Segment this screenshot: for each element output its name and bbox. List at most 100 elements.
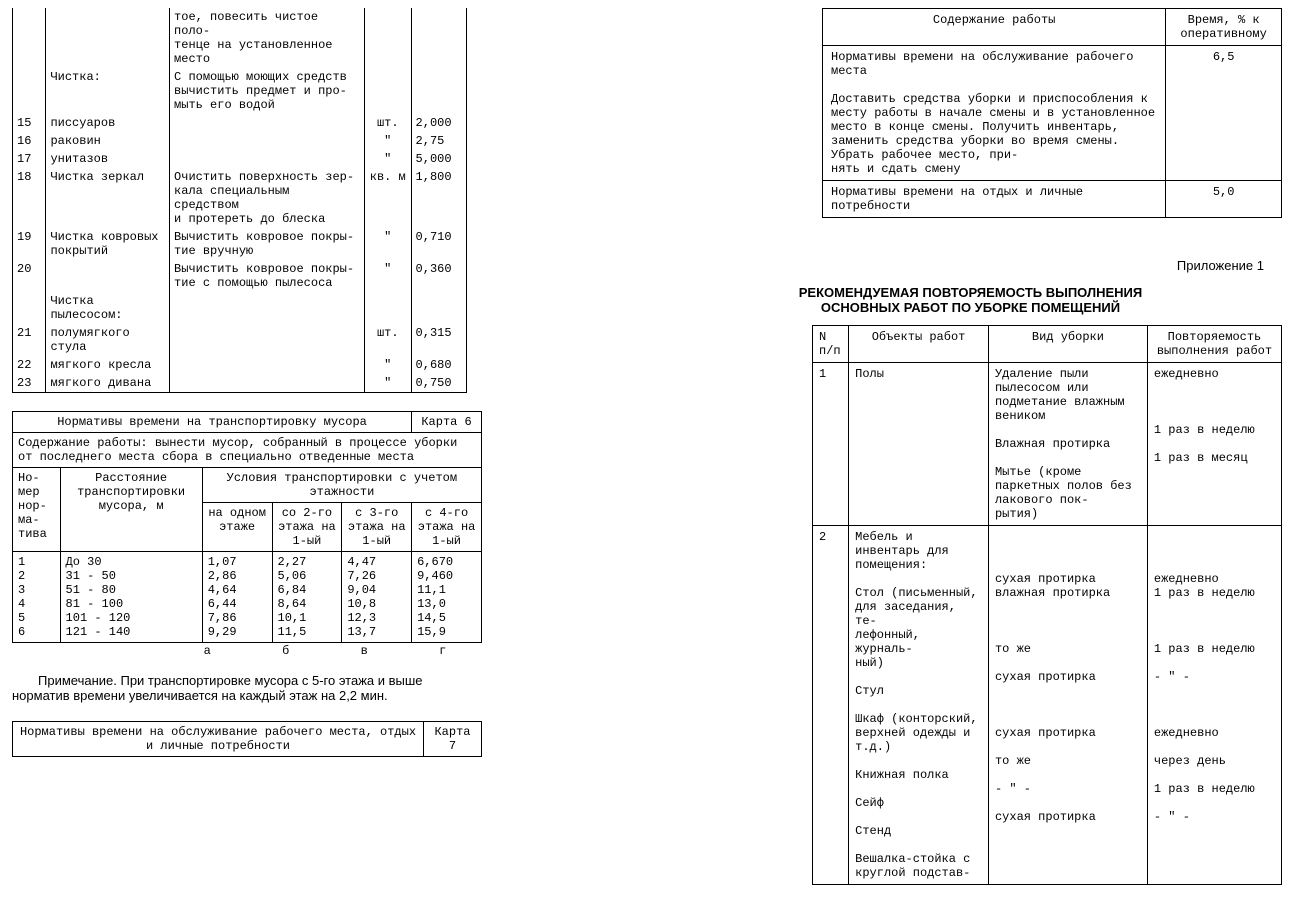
cell: Чистка пылесосом:	[46, 292, 170, 324]
cell: "	[364, 260, 411, 292]
cell: 2,000	[411, 114, 466, 132]
rt-cell: Удаление пыли пылесосом или подметание в…	[988, 363, 1147, 526]
cell: 21	[13, 324, 46, 356]
cleaning-row: Чистка пылесосом:	[13, 292, 467, 324]
cell	[170, 324, 365, 356]
cell: Чистка ковровых покрытий	[46, 228, 170, 260]
card6-data-row: 1 2 3 4 5 6До 30 31 - 50 51 - 80 81 - 10…	[13, 552, 482, 643]
card6-cell: 4,47 7,26 9,04 10,8 12,3 13,7	[342, 552, 412, 643]
card6-subhead: на одном этаже	[202, 503, 272, 552]
cell: мягкого дивана	[46, 374, 170, 393]
cell: 18	[13, 168, 46, 228]
cell	[364, 292, 411, 324]
cell: 2,75	[411, 132, 466, 150]
cell: 0,680	[411, 356, 466, 374]
page2-title: РЕКОМЕНДУЕМАЯ ПОВТОРЯЕМОСТЬ ВЫПОЛНЕНИЯ О…	[699, 285, 1242, 315]
cleaning-norms-table: тое, повесить чистое поло- тенце на уста…	[12, 8, 467, 393]
card6-subhead: со 2-го этажа на 1-ый	[272, 503, 342, 552]
card6-subhead: с 3-го этажа на 1-ый	[342, 503, 412, 552]
rtop-h1: Содержание работы	[823, 9, 1166, 46]
cleaning-row: 22мягкого кресла"0,680	[13, 356, 467, 374]
cell: "	[364, 150, 411, 168]
cell: 20	[13, 260, 46, 292]
card6-label: Карта 6	[412, 412, 482, 433]
card6-content: Содержание работы: вынести мусор, собран…	[13, 433, 482, 468]
card6-cell: 2,27 5,06 6,84 8,64 10,1 11,5	[272, 552, 342, 643]
right-main-body: 1ПолыУдаление пыли пылесосом или подмета…	[813, 363, 1282, 885]
card6-title: Нормативы времени на транспортировку мус…	[13, 412, 412, 433]
card7-title: Нормативы времени на обслуживание рабоче…	[13, 722, 424, 757]
card6-data-body: 1 2 3 4 5 6До 30 31 - 50 51 - 80 81 - 10…	[13, 552, 482, 643]
cell	[13, 68, 46, 114]
rtop-cell: Нормативы времени на обслуживание рабоче…	[823, 46, 1166, 181]
card6-h-num: Но- мер нор- ма- тива	[13, 468, 61, 552]
card6-collabels: а б в г	[12, 643, 482, 659]
cell: 23	[13, 374, 46, 393]
rtop-cell: Нормативы времени на отдых и личные потр…	[823, 181, 1166, 218]
cleaning-row: 21полумягкого стула шт.0,315	[13, 324, 467, 356]
rtop-cell: 5,0	[1166, 181, 1282, 218]
rt-cell: Полы	[849, 363, 989, 526]
collab-g: г	[404, 643, 483, 659]
cleaning-row: тое, повесить чистое поло- тенце на уста…	[13, 8, 467, 68]
cell	[13, 8, 46, 68]
cell	[170, 356, 365, 374]
rt-cell: 2	[813, 526, 849, 885]
cleaning-row: 19Чистка ковровых покрытийВычистить ковр…	[13, 228, 467, 260]
cell: шт.	[364, 114, 411, 132]
cell: 0,315	[411, 324, 466, 356]
right-top-body: Нормативы времени на обслуживание рабоче…	[823, 46, 1282, 218]
rt-cell: сухая протирка влажная протирка то же су…	[988, 526, 1147, 885]
cell	[170, 374, 365, 393]
right-top-table: Содержание работы Время, % к оперативном…	[822, 8, 1282, 218]
card6-table: Нормативы времени на транспортировку мус…	[12, 411, 482, 643]
rt-cell: ежедневно 1 раз в неделю 1 раз в неделю …	[1147, 526, 1281, 885]
cell: 15	[13, 114, 46, 132]
note-text: Примечание. При транспортировке мусора с…	[12, 673, 482, 703]
card6-content-label: Содержание работы:	[18, 436, 148, 450]
cell: писсуаров	[46, 114, 170, 132]
cell: полумягкого стула	[46, 324, 170, 356]
card6-h-dist: Расстояние транспортировки мусора, м	[60, 468, 202, 552]
rtop-row: Нормативы времени на отдых и личные потр…	[823, 181, 1282, 218]
cell: Вычистить ковровое покры- тие с помощью …	[170, 260, 365, 292]
cleaning-row: 15писсуаров шт.2,000	[13, 114, 467, 132]
cell	[364, 68, 411, 114]
cell: Очистить поверхность зер- кала специальн…	[170, 168, 365, 228]
cleaning-row: 16раковин"2,75	[13, 132, 467, 150]
appendix-label: Приложение 1	[659, 258, 1264, 273]
cleaning-norms-body: тое, повесить чистое поло- тенце на уста…	[13, 8, 467, 393]
cell: 19	[13, 228, 46, 260]
card6-cell: До 30 31 - 50 51 - 80 81 - 100 101 - 120…	[60, 552, 202, 643]
rt-row: 1ПолыУдаление пыли пылесосом или подмета…	[813, 363, 1282, 526]
collab-a: а	[168, 643, 247, 659]
rtop-h2: Время, % к оперативному	[1166, 9, 1282, 46]
right-main-table: N п/п Объекты работ Вид уборки Повторяем…	[812, 325, 1282, 885]
cell: "	[364, 374, 411, 393]
cell: 1,800	[411, 168, 466, 228]
cleaning-row: 18Чистка зеркалОчистить поверхность зер-…	[13, 168, 467, 228]
cell	[170, 292, 365, 324]
rt-cell: 1	[813, 363, 849, 526]
cell: "	[364, 132, 411, 150]
cell: тое, повесить чистое поло- тенце на уста…	[170, 8, 365, 68]
cleaning-row: 23мягкого дивана"0,750	[13, 374, 467, 393]
cell	[46, 260, 170, 292]
rt-row: 2Мебель и инвентарь для помещения: Стол …	[813, 526, 1282, 885]
cell	[170, 150, 365, 168]
cell: мягкого кресла	[46, 356, 170, 374]
cell: шт.	[364, 324, 411, 356]
rt-h-num: N п/п	[813, 326, 849, 363]
cell: 17	[13, 150, 46, 168]
cell: Вычистить ковровое покры- тие вручную	[170, 228, 365, 260]
card7-label: Карта 7	[424, 722, 482, 757]
rt-h-obj: Объекты работ	[849, 326, 989, 363]
cell: раковин	[46, 132, 170, 150]
cell: Чистка:	[46, 68, 170, 114]
rt-h-vid: Вид уборки	[988, 326, 1147, 363]
cell	[13, 292, 46, 324]
cell	[170, 132, 365, 150]
cell: 5,000	[411, 150, 466, 168]
cell: унитазов	[46, 150, 170, 168]
cleaning-row: Чистка:С помощью моющих средств вычистит…	[13, 68, 467, 114]
